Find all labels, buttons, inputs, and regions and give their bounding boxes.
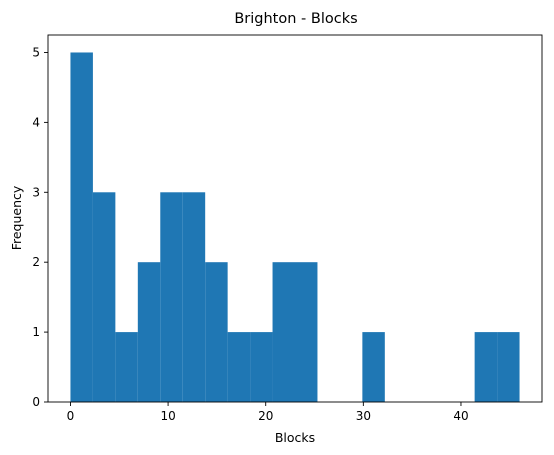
- y-axis-label: Frequency: [9, 185, 24, 250]
- y-tick-label: 2: [32, 255, 40, 269]
- x-tick-label: 10: [160, 409, 175, 423]
- histogram-bar: [295, 262, 318, 402]
- x-tick-label: 40: [453, 409, 468, 423]
- histogram-bars: [70, 52, 520, 402]
- histogram-bar: [115, 332, 138, 402]
- histogram-bar: [272, 262, 295, 402]
- plot-frame: [47, 34, 543, 403]
- y-tick-label: 0: [32, 395, 40, 409]
- x-tick-label: 20: [258, 409, 273, 423]
- histogram-bar: [137, 262, 161, 402]
- y-tick-label: 1: [32, 325, 40, 339]
- x-axis-label: Blocks: [275, 430, 315, 445]
- histogram-bar: [182, 192, 206, 402]
- histogram-bar: [205, 262, 228, 402]
- histogram-bar: [362, 332, 385, 402]
- histogram-bar: [474, 332, 498, 402]
- chart-title: Brighton - Blocks: [234, 11, 357, 27]
- histogram-bar: [497, 332, 520, 402]
- y-axis: 0 1 2 3 4 5: [32, 45, 48, 409]
- x-axis: 0 10 20 30 40: [67, 402, 469, 423]
- y-tick-label: 4: [32, 115, 40, 129]
- histogram-bar: [250, 332, 273, 402]
- histogram-bar: [70, 52, 93, 402]
- histogram-bar: [92, 192, 116, 402]
- y-tick-label: 5: [32, 45, 40, 59]
- histogram-bar: [160, 192, 183, 402]
- x-tick-label: 0: [67, 409, 75, 423]
- x-tick-label: 30: [356, 409, 371, 423]
- histogram-bar: [227, 332, 251, 402]
- y-tick-label: 3: [32, 185, 40, 199]
